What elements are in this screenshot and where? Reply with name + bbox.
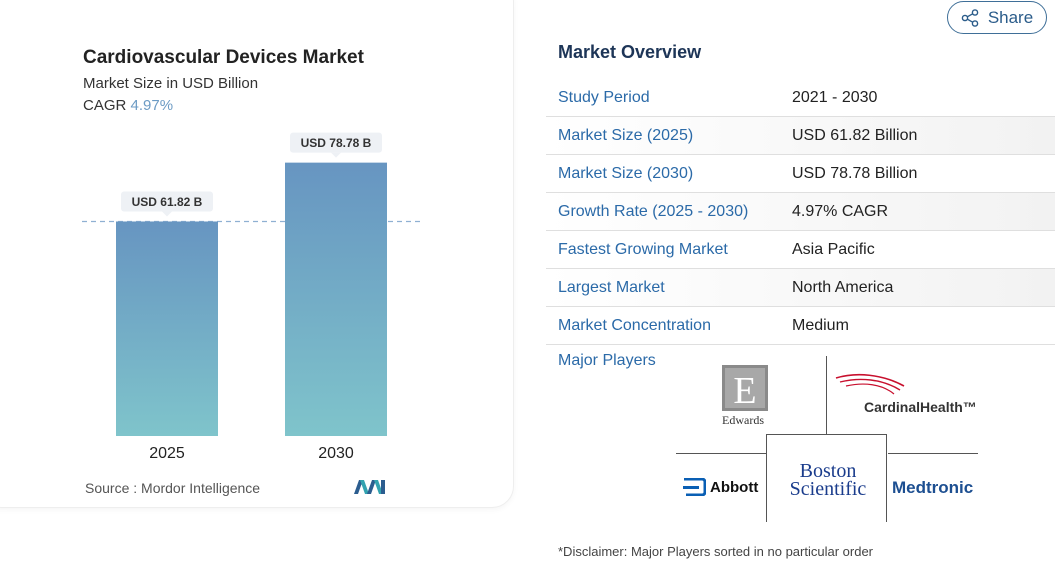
overview-row-market-size-2030: Market Size (2030) USD 78.78 Billion [546,155,1055,193]
abbott-logo-text: Abbott [710,479,759,496]
overview-row-study-period: Study Period 2021 - 2030 [546,79,1055,117]
major-players-label: Major Players [558,352,656,369]
bar-chart: USD 61.82 B 2025 USD 78.78 B 2030 [82,132,422,462]
overview-row-largest-market: Largest Market North America [546,269,1055,307]
overview-table: Study Period 2021 - 2030 Market Size (20… [546,79,1055,345]
abbott-logo-icon [683,478,706,496]
row-label: Market Size (2030) [558,164,694,182]
row-value: 2021 - 2030 [792,88,878,106]
logo-divider [888,453,978,454]
x-tick-label: 2030 [318,445,354,462]
row-label: Largest Market [558,278,665,296]
share-label: Share [987,7,1034,27]
cagr-value: 4.97% [130,97,174,114]
row-value: USD 78.78 Billion [792,164,918,182]
share-icon [961,8,979,27]
cagr-line: CAGR 4.97% [83,97,173,114]
data-label-bg [121,191,213,212]
edwards-logo-text: Edwards [722,413,764,427]
row-value: 4.97% CAGR [792,202,889,220]
cagr-label: CAGR [83,97,127,114]
source-text: Source : Mordor Intelligence [85,480,261,496]
cardinal-health-logo-text: CardinalHealth™ [864,399,977,415]
chart-card [0,0,514,508]
center-logo-box [766,434,887,522]
row-label: Market Size (2025) [558,126,694,144]
medtronic-logo-text: Medtronic [892,478,974,497]
data-label-bg [290,132,382,153]
disclaimer-text: *Disclaimer: Major Players sorted in no … [558,544,874,559]
boston-scientific-logo-text: Boston Scientific [789,460,867,500]
row-value: Medium [792,316,849,334]
cardinal-health-swoosh-icon [835,373,905,395]
chart-title: Cardiovascular Devices Market [83,47,364,68]
major-players-logos: E Edwards CardinalHealth™ Abbott Boston … [676,356,978,524]
logo-divider [676,453,766,454]
row-label: Study Period [558,88,650,106]
logo-divider [826,356,827,434]
bar-2025 [116,221,218,436]
row-value: North America [792,278,894,296]
row-label: Market Concentration [558,316,711,334]
edwards-logo-icon: E [722,365,768,411]
overview-row-market-concentration: Market Concentration Medium [546,307,1055,345]
data-label-pointer [162,211,172,217]
share-button[interactable]: Share [947,1,1047,34]
overview-row-market-size-2025: Market Size (2025) USD 61.82 Billion [546,117,1055,155]
x-tick-label: 2025 [149,445,185,462]
bar-2030 [285,162,387,436]
overview-row-fastest-growing: Fastest Growing Market Asia Pacific [546,231,1055,269]
chart-subtitle: Market Size in USD Billion [83,75,259,92]
mordor-intelligence-logo-icon [354,480,385,494]
overview-title: Market Overview [558,42,702,62]
data-label: USD 78.78 B [301,136,372,150]
svg-text:E: E [733,370,756,411]
data-label: USD 61.82 B [132,195,203,209]
overview-row-growth-rate: Growth Rate (2025 - 2030) 4.97% CAGR [546,193,1055,231]
data-label-pointer [331,152,341,158]
row-label: Growth Rate (2025 - 2030) [558,202,749,220]
row-value: Asia Pacific [792,240,875,258]
row-label: Fastest Growing Market [558,240,728,258]
row-value: USD 61.82 Billion [792,126,918,144]
